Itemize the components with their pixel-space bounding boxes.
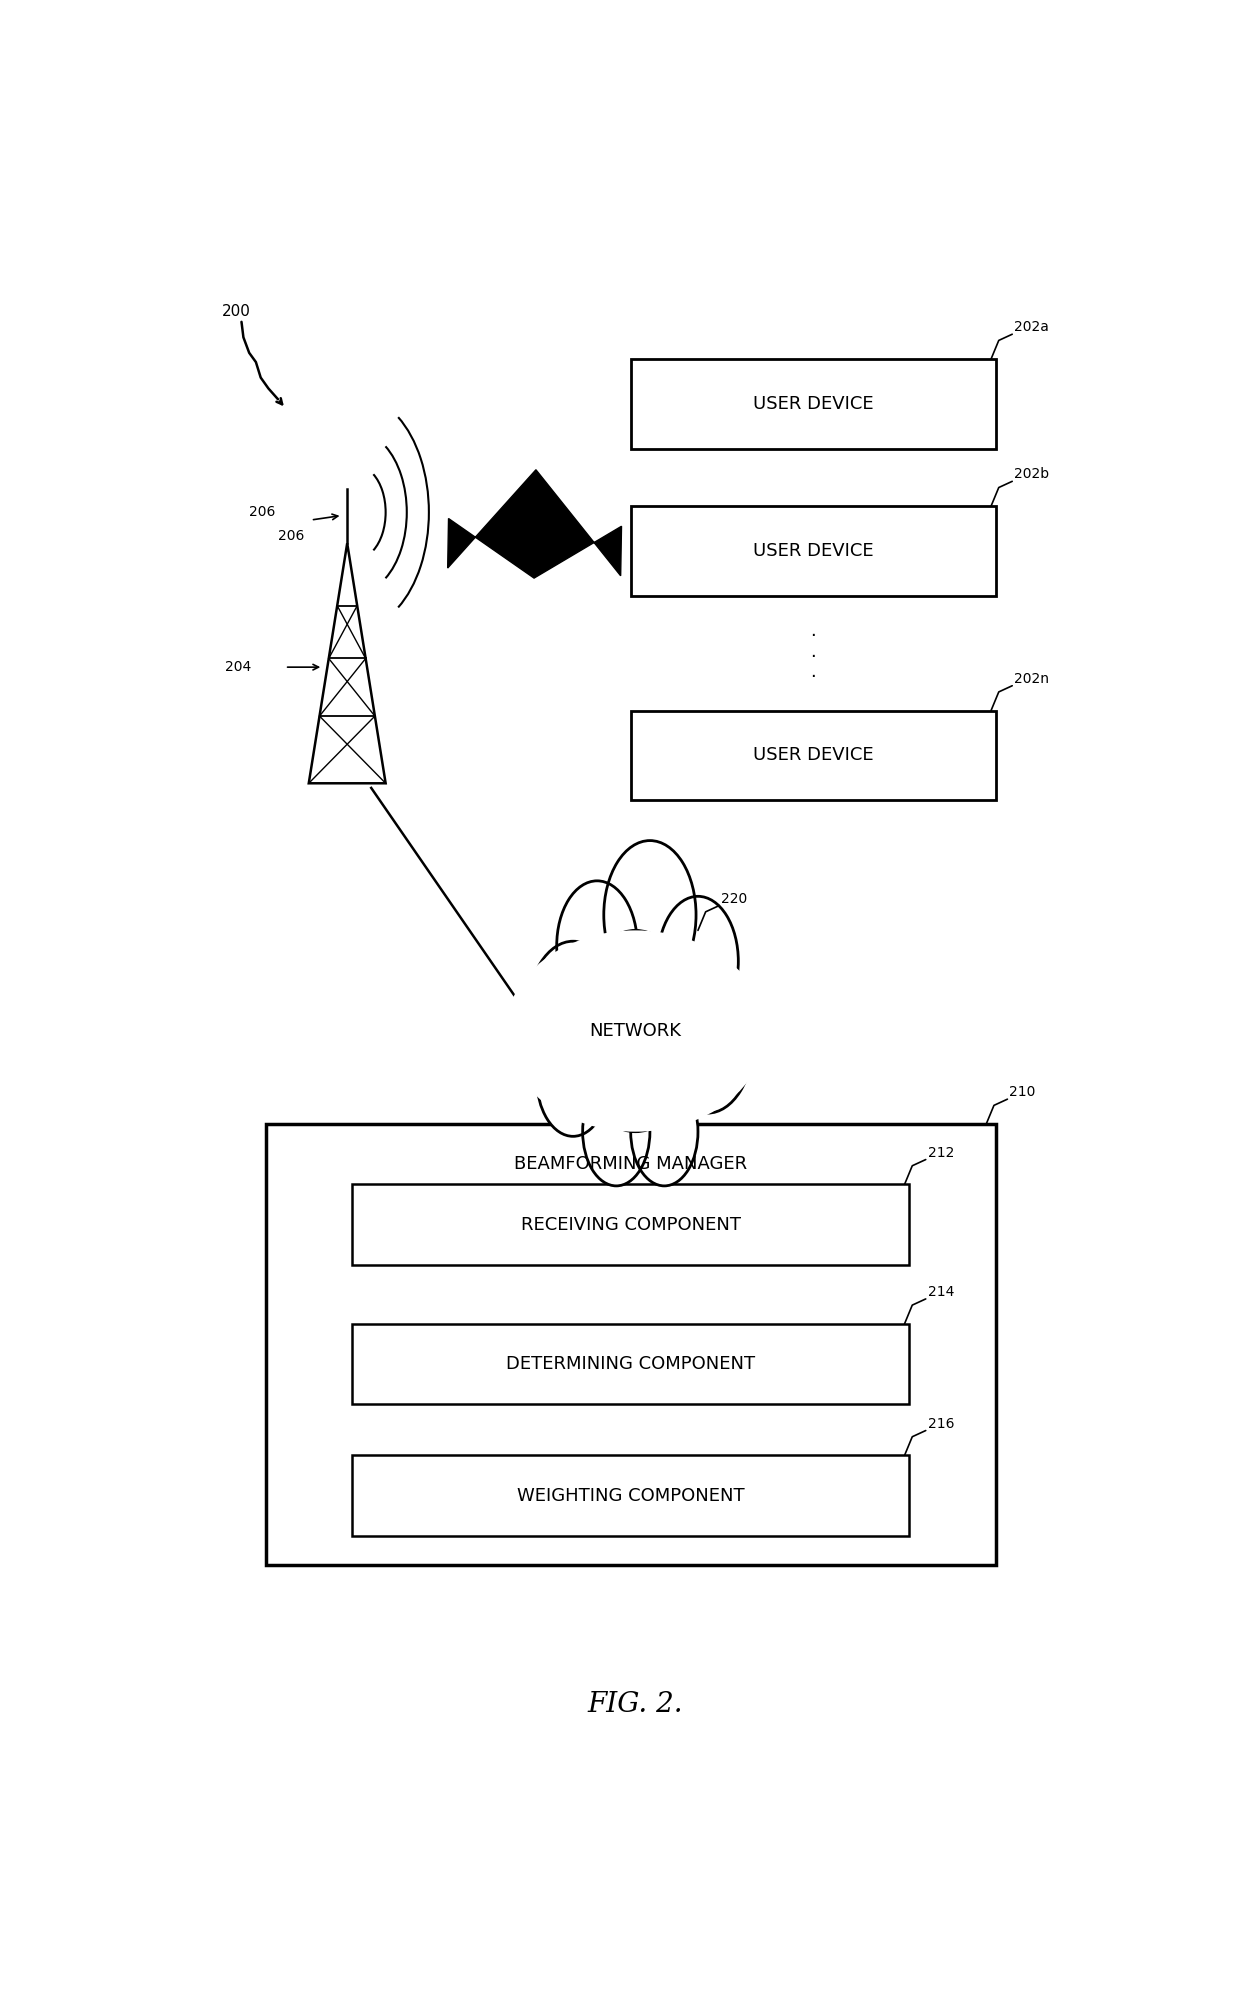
Bar [352,1184,909,1265]
Text: BEAMFORMING MANAGER: BEAMFORMING MANAGER [515,1154,748,1172]
Circle shape [583,1078,650,1186]
Text: 212: 212 [928,1146,954,1160]
Text: 220: 220 [720,891,748,905]
Text: FIG. 2.: FIG. 2. [588,1691,683,1717]
Text: .
.
.: . . . [811,621,816,682]
Circle shape [537,1020,610,1136]
Circle shape [573,931,698,1132]
Text: 202b: 202b [1014,467,1049,481]
Text: 214: 214 [928,1285,954,1299]
Text: WEIGHTING COMPONENT: WEIGHTING COMPONENT [517,1486,744,1504]
Text: USER DEVICE: USER DEVICE [753,543,874,559]
Text: 210: 210 [1009,1086,1035,1100]
Circle shape [631,1078,698,1186]
Text: 216: 216 [928,1416,954,1430]
Text: USER DEVICE: USER DEVICE [753,394,874,412]
Text: 202n: 202n [1014,672,1049,686]
Text: NETWORK: NETWORK [589,1022,682,1040]
Text: DETERMINING COMPONENT: DETERMINING COMPONENT [506,1355,755,1374]
Bar [352,1323,909,1404]
Text: USER DEVICE: USER DEVICE [753,746,874,764]
Text: 206: 206 [278,529,304,543]
Polygon shape [448,471,621,577]
Circle shape [604,841,696,989]
Bar [631,710,996,800]
Circle shape [557,881,637,1012]
Text: 204: 204 [224,660,250,674]
Circle shape [657,897,738,1026]
Circle shape [527,941,619,1090]
Text: 200: 200 [222,304,252,320]
Circle shape [661,965,754,1114]
Ellipse shape [506,931,765,1132]
Bar [631,360,996,448]
Bar [631,507,996,595]
Bar [352,1456,909,1536]
Text: 202a: 202a [1014,320,1049,334]
Bar [265,1124,996,1565]
Text: RECEIVING COMPONENT: RECEIVING COMPONENT [521,1215,740,1233]
Text: 206: 206 [249,505,275,519]
